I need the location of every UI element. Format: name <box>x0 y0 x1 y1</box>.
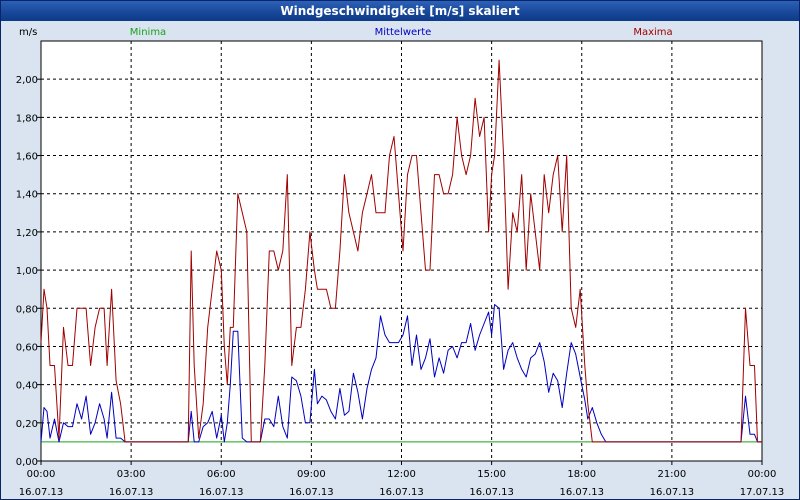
x-tick-date-label: 16.07.13 <box>469 487 514 498</box>
y-tick-label: 0,40 <box>16 381 38 392</box>
legend-mittelwerte: Mittelwerte <box>375 27 432 38</box>
x-tick-date-label: 16.07.13 <box>650 487 695 498</box>
x-tick-date-label: 16.07.13 <box>109 487 154 498</box>
x-tick-date-label: 17.07.13 <box>740 487 785 498</box>
series-line-maxima <box>40 59 762 443</box>
y-tick-label: 2,00 <box>16 75 38 86</box>
window-title: Windgeschwindigkeit [m/s] skaliert <box>1 1 799 21</box>
y-tick-label: 1,40 <box>16 190 38 201</box>
y-tick-label: 1,60 <box>16 152 38 163</box>
x-tick-time-label: 00:00 <box>27 469 56 480</box>
y-axis-ticks: 0,00 0,20 0,40 0,60 0,80 1,00 1,20 1,40 1,60 1,80… <box>16 75 41 468</box>
x-tick-date-label: 16.07.13 <box>559 487 604 498</box>
legend-maxima: Maxima <box>633 27 672 38</box>
x-tick-time-label: 15:00 <box>477 469 506 480</box>
y-tick-label: 0,00 <box>16 457 38 468</box>
x-tick-time-label: 09:00 <box>297 469 326 480</box>
x-tick-date-label: 16.07.13 <box>19 487 64 498</box>
x-tick-date-label: 16.07.13 <box>379 487 424 498</box>
x-tick-time-label: 00:00 <box>748 469 777 480</box>
y-tick-label: 0,60 <box>16 342 38 353</box>
y-tick-label: 0,20 <box>16 419 38 430</box>
x-tick-time-label: 06:00 <box>207 469 236 480</box>
x-tick-date-label: 16.07.13 <box>199 487 244 498</box>
grid <box>41 41 762 461</box>
x-tick-time-label: 18:00 <box>567 469 596 480</box>
y-tick-label: 1,20 <box>16 228 38 239</box>
chart-area: 0,00 0,20 0,40 0,60 0,80 1,00 1,20 1,40 1,60 1,80… <box>16 27 785 498</box>
x-tick-time-label: 03:00 <box>117 469 146 480</box>
series-lines <box>40 59 762 443</box>
y-tick-label: 0,80 <box>16 304 38 315</box>
x-tick-time-label: 12:00 <box>387 469 416 480</box>
x-axis-ticks: 00:00 16.07.13 03:00 16.07.13 06:00 16.07.13 0… <box>19 461 785 498</box>
y-tick-label: 1,80 <box>16 113 38 124</box>
y-tick-label: 1,00 <box>16 266 38 277</box>
x-tick-date-label: 16.07.13 <box>289 487 334 498</box>
y-axis-label: m/s <box>19 27 37 38</box>
x-tick-time-label: 21:00 <box>657 469 686 480</box>
legend-minima: Minima <box>130 27 166 38</box>
